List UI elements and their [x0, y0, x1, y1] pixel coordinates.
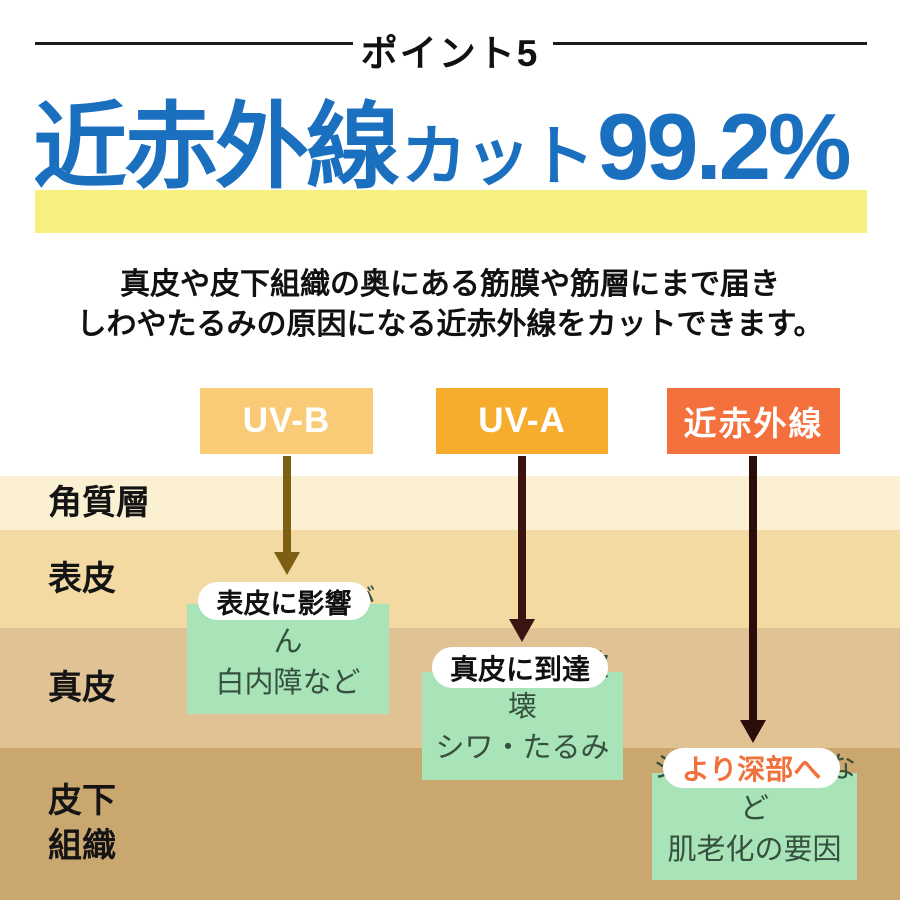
nir-arrowhead-icon: [740, 720, 766, 743]
callout-line: シワ・たるみ: [435, 732, 610, 764]
headline-part2: カット: [401, 119, 595, 193]
headline: 近赤外線 カット 99.2%: [33, 100, 893, 194]
uva-arrowhead-icon: [509, 619, 535, 642]
callout-uva-effects: コラーゲン破壊 シワ・たるみ: [422, 650, 623, 780]
uvb-arrow-stem: [283, 456, 291, 552]
description: 真皮や皮下組織の奥にある筋膜や筋層にまで届き しわやたるみの原因になる近赤外線を…: [0, 265, 900, 345]
headline-part1: 近赤外線: [33, 94, 400, 199]
skin-layer-label-line2: 組織: [48, 827, 116, 865]
skin-layer-label: 真皮: [48, 668, 116, 707]
nir-arrow-stem: [749, 456, 757, 720]
skin-layer-label: 表皮: [48, 559, 116, 598]
description-line1: 真皮や皮下組織の奥にある筋膜や筋層にまで届き: [120, 268, 780, 301]
callout-tag-uvb: 表皮に影響: [198, 582, 370, 620]
headline-part3: 99.2%: [597, 94, 852, 199]
callout-nir-effects: シワ・たるみなど 肌老化の要因: [652, 752, 857, 880]
ray-label-uva: UV-A: [436, 388, 608, 454]
ray-label-nir: 近赤外線: [667, 388, 840, 454]
callout-line: 肌老化の要因: [667, 834, 842, 866]
page-title: ポイント5: [360, 33, 540, 74]
description-line2: しわやたるみの原因になる近赤外線をカットできます。: [76, 308, 824, 341]
callout-tag-uva: 真皮に到達: [432, 647, 608, 688]
header-rule-left: [35, 42, 353, 45]
uvb-arrowhead-icon: [274, 552, 300, 575]
callout-uvb-effects: 炎症・皮膚がん 白内障など: [187, 585, 389, 714]
headline-highlight-band: [35, 190, 867, 233]
ray-label-uvb: UV-B: [200, 388, 373, 454]
skin-layer-label: 角質層: [48, 483, 150, 522]
skin-layer-stratum-corneum: 角質層: [0, 476, 900, 530]
header-rule-right: [553, 42, 867, 45]
uva-arrow-stem: [518, 456, 526, 619]
callout-line: 白内障など: [215, 667, 361, 699]
skin-layer-epidermis: 表皮: [0, 530, 900, 628]
skin-layer-label: 皮下: [48, 782, 116, 820]
callout-tag-nir: より深部へ: [663, 748, 840, 788]
